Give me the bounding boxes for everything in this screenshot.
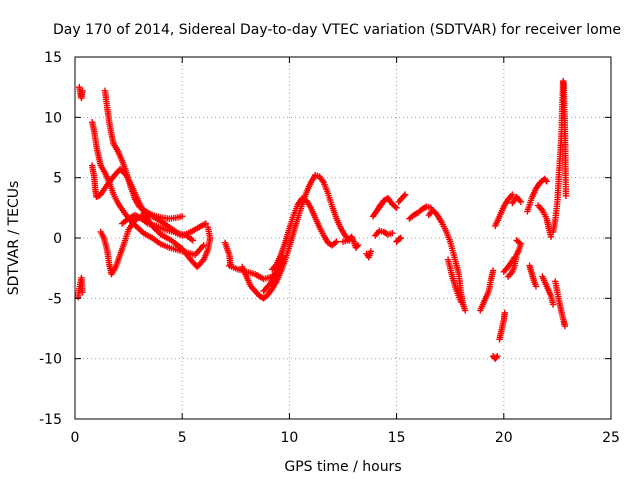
series-track-11 xyxy=(269,194,340,273)
data-point-marker xyxy=(331,239,339,247)
y-axis-label: SDTVAR / TECUs xyxy=(6,181,22,296)
data-point-marker xyxy=(549,301,557,308)
x-tick-label: 0 xyxy=(71,430,80,446)
y-tick-label: -15 xyxy=(39,412,62,428)
series-track-27 xyxy=(492,191,516,230)
data-point-marker xyxy=(547,233,555,240)
data-point-marker xyxy=(517,198,525,205)
series-track-15 xyxy=(371,227,396,239)
data-point-marker xyxy=(353,243,361,250)
y-tick-label: 15 xyxy=(44,50,62,66)
data-point-marker xyxy=(354,242,362,249)
series-track-32 xyxy=(534,202,555,240)
series-track-12 xyxy=(260,252,287,295)
series-track-24 xyxy=(489,353,501,362)
data-point-marker xyxy=(543,178,550,185)
x-tick-label: 25 xyxy=(602,430,620,446)
series-track-18 xyxy=(369,201,385,220)
data-point-marker xyxy=(156,229,163,237)
series-track-5 xyxy=(101,87,186,222)
series-track-23 xyxy=(477,267,497,314)
data-point-marker xyxy=(397,234,405,242)
series-track-29 xyxy=(509,193,525,207)
data-point-marker xyxy=(202,220,209,227)
axis-ticks: 0 5 10 15 20 25 15 10 5 0 -5 -10 -15 xyxy=(39,50,620,446)
series-track-22 xyxy=(444,256,465,306)
y-tick-label: -5 xyxy=(48,291,62,307)
data-point-marker xyxy=(200,242,207,249)
data-point-marker xyxy=(542,176,549,184)
data-point-marker xyxy=(501,309,509,317)
data-point-marker xyxy=(532,283,540,290)
data-point-marker xyxy=(79,87,86,94)
data-point-marker xyxy=(513,237,520,244)
series-track-25 xyxy=(496,309,509,343)
series-track-14 xyxy=(363,248,375,261)
y-tick-label: 10 xyxy=(44,110,62,126)
series-track-10 xyxy=(239,172,353,302)
data-point-marker xyxy=(79,289,86,296)
data-point-marker xyxy=(389,229,396,237)
data-point-marker xyxy=(493,354,500,361)
series-track-30 xyxy=(524,175,550,215)
data-point-marker xyxy=(489,267,497,274)
data-point-marker xyxy=(561,322,569,330)
series-track-13 xyxy=(339,233,362,251)
data-point-marker xyxy=(179,213,186,220)
y-tick-label: -10 xyxy=(39,352,62,368)
chart-title: Day 170 of 2014, Sidereal Day-to-day VTE… xyxy=(53,22,621,38)
x-tick-label: 5 xyxy=(178,430,187,446)
series-track-19 xyxy=(395,191,409,205)
series-track-31 xyxy=(526,262,540,290)
data-point-marker xyxy=(514,238,522,245)
series-track-28 xyxy=(504,237,525,280)
x-tick-label: 10 xyxy=(280,430,298,446)
data-point-marker xyxy=(393,204,400,212)
series-track-34 xyxy=(549,77,570,236)
y-tick-label: 5 xyxy=(53,171,62,187)
data-point-marker xyxy=(401,191,409,198)
series-track-8 xyxy=(221,239,234,268)
series-track-7 xyxy=(118,211,209,239)
data-point-marker xyxy=(494,353,501,360)
series-track-35 xyxy=(552,278,569,330)
series-track-2 xyxy=(76,83,86,102)
data-point-marker xyxy=(189,237,197,244)
data-point-marker xyxy=(279,252,287,260)
x-tick-label: 15 xyxy=(388,430,406,446)
y-tick-label: 0 xyxy=(53,231,62,247)
data-point-marker xyxy=(333,238,340,245)
data-point-marker xyxy=(462,307,469,314)
data-point-marker xyxy=(378,201,385,208)
data-point-marker xyxy=(457,298,465,306)
data-point-marker xyxy=(562,192,570,199)
series-track-20 xyxy=(406,203,435,222)
x-tick-label: 20 xyxy=(495,430,513,446)
data-point-marker xyxy=(509,191,516,198)
series-track-1 xyxy=(75,274,86,301)
data-points xyxy=(75,77,570,362)
data-point-marker xyxy=(204,223,212,231)
x-axis-label: GPS time / hours xyxy=(284,459,401,475)
data-point-marker xyxy=(391,203,399,210)
data-point-marker xyxy=(400,192,408,199)
data-point-marker xyxy=(367,248,375,255)
series-track-33 xyxy=(539,273,557,308)
series-track-16 xyxy=(393,234,405,245)
